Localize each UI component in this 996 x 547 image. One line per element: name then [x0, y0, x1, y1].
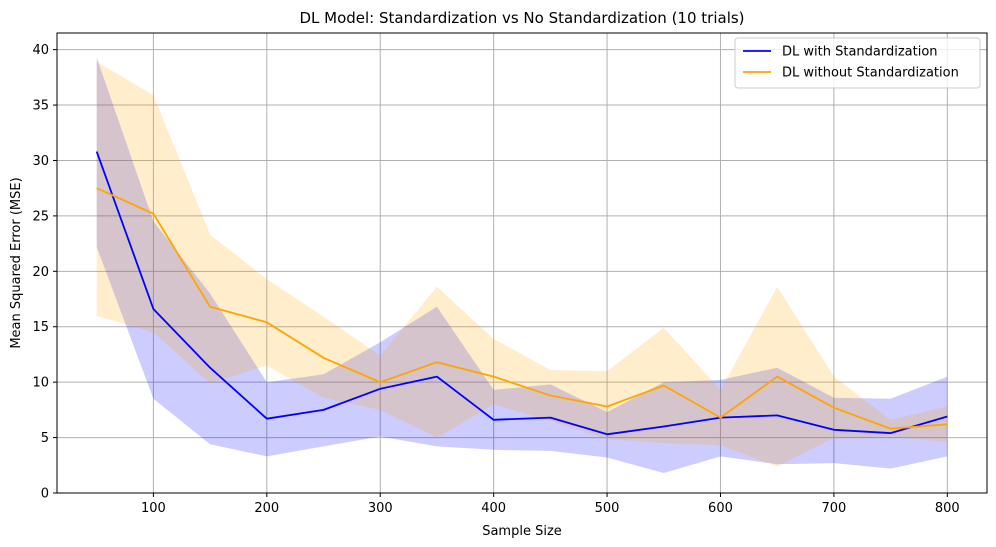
- x-axis-ticks: 100 200 300 400 500 600 700 800: [141, 493, 960, 516]
- series-band-2: [96, 61, 948, 467]
- series-lines: [95, 151, 948, 436]
- legend-label-2: DL without Standardization: [782, 66, 959, 81]
- x-tick-label: 800: [935, 501, 960, 516]
- y-tick-label: 20: [32, 265, 49, 280]
- confidence-bands: [96, 57, 948, 474]
- legend: DL with Standardization DL without Standa…: [734, 37, 981, 89]
- x-tick-label: 600: [708, 501, 733, 516]
- series-line-1: [95, 151, 948, 436]
- x-tick-label: 400: [481, 501, 506, 516]
- x-axis-label: Sample Size: [482, 524, 562, 539]
- y-tick-label: 0: [41, 487, 49, 502]
- x-tick-label: 700: [821, 501, 846, 516]
- legend-label-1: DL with Standardization: [782, 45, 938, 60]
- y-tick-label: 15: [32, 320, 49, 335]
- x-tick-label: 300: [368, 501, 393, 516]
- y-tick-label: 35: [32, 99, 49, 114]
- grid: [57, 33, 987, 494]
- plot-frame: [56, 32, 988, 494]
- x-tick-label: 100: [141, 501, 166, 516]
- x-tick-label: 500: [595, 501, 620, 516]
- y-tick-label: 25: [32, 209, 49, 224]
- y-axis-label: Mean Squared Error (MSE): [9, 177, 24, 348]
- y-axis-ticks: 0 5 10 15 20 25 30 35 40: [32, 43, 57, 502]
- y-tick-label: 40: [32, 43, 49, 58]
- y-tick-label: 5: [41, 431, 49, 446]
- x-tick-label: 200: [254, 501, 279, 516]
- series-line-2: [96, 187, 948, 430]
- y-tick-label: 10: [32, 376, 49, 391]
- chart-title: DL Model: Standardization vs No Standard…: [299, 9, 744, 27]
- legend-box: [734, 37, 981, 89]
- y-tick-label: 30: [32, 154, 49, 169]
